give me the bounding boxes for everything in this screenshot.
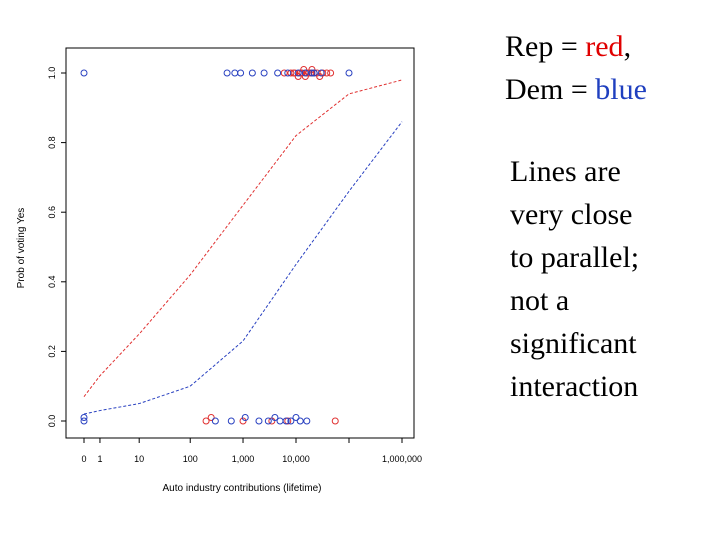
dem-data-point (241, 414, 249, 422)
interaction-comment: Lines are very close to parallel; not a … (510, 150, 639, 408)
rep-data-point (301, 72, 309, 80)
scatter-plot: 0 1 10 100 1,000 10,000 1,000,000 0.0 0.2 0.4 0.6… (16, 47, 422, 494)
dem-data-point (310, 69, 318, 77)
dem-data-point (80, 417, 88, 425)
y-tick-label: 0.8 (47, 136, 57, 149)
dem-data-point (274, 69, 282, 77)
rep-data-point (280, 69, 288, 77)
dem-legend-line: Dem = blue (505, 68, 647, 111)
x-tick-label: 0 (81, 454, 86, 464)
dem-data-point (211, 417, 219, 425)
fitted-curves (83, 79, 403, 415)
dem-fitted-curve (83, 121, 403, 415)
dem-data-point (301, 69, 309, 77)
rep-data-point (327, 69, 335, 77)
y-axis: 0.0 0.2 0.4 0.6 0.8 1.0 (47, 67, 67, 428)
dem-data-point (284, 69, 292, 77)
rep-legend-prefix: Rep = (505, 30, 586, 63)
dem-data-point (276, 417, 284, 425)
comment-line: significant (510, 327, 637, 360)
x-tick-label: 1,000,000 (382, 454, 422, 464)
dem-data-point (80, 414, 88, 422)
rep-data-point (287, 69, 295, 77)
rep-data-point (323, 69, 331, 77)
dem-data-point (292, 414, 300, 422)
dem-data-point (223, 69, 231, 77)
dem-data-point (264, 417, 272, 425)
y-tick-label: 0.0 (47, 415, 57, 428)
rep-data-point (331, 417, 339, 425)
comment-line: Lines are (510, 155, 621, 188)
x-axis: 0 1 10 100 1,000 10,000 1,000,000 (81, 437, 422, 464)
dem-data-point (317, 69, 325, 77)
dem-data-point (271, 414, 279, 422)
dem-legend-color-word: blue (595, 73, 647, 106)
comment-line: to parallel; (510, 241, 640, 274)
x-tick-label: 1,000 (232, 454, 255, 464)
dem-data-point (296, 417, 304, 425)
dem-data-point (282, 417, 290, 425)
rep-data-point (296, 69, 304, 77)
y-axis-label: Prob of voting Yes (16, 208, 27, 289)
plot-frame (65, 47, 415, 439)
rep-data-point (294, 72, 302, 80)
y-tick-label: 0.2 (47, 345, 57, 358)
rep-legend-color-word: red (585, 30, 624, 63)
dem-data-point (80, 69, 88, 77)
rep-legend-suffix: , (623, 30, 632, 63)
comment-line: not a (510, 284, 570, 317)
x-tick-label: 100 (183, 454, 198, 464)
rep-legend-line: Rep = red, (505, 25, 647, 68)
y-tick-label: 1.0 (47, 67, 57, 80)
y-tick-label: 0.4 (47, 276, 57, 289)
dem-data-point (287, 417, 295, 425)
y-tick-label: 0.6 (47, 206, 57, 219)
dem-legend-prefix: Dem = (505, 73, 596, 106)
rep-data-point (202, 417, 210, 425)
dem-data-point (237, 69, 245, 77)
dem-data-point (231, 69, 239, 77)
x-tick-label: 10 (134, 454, 144, 464)
rep-data-point (239, 417, 247, 425)
dem-data-point (248, 69, 256, 77)
dem-data-point (308, 69, 316, 77)
comment-line: very close (510, 198, 633, 231)
x-tick-label: 1 (97, 454, 102, 464)
color-legend-note: Rep = red, Dem = blue (505, 25, 647, 111)
dem-data-point (260, 69, 268, 77)
dem-data-point (345, 69, 353, 77)
dem-data-point (294, 69, 302, 77)
rep-fitted-curve (83, 79, 403, 397)
dem-data-point (255, 417, 263, 425)
rep-data-point (207, 414, 215, 422)
rep-data-point (308, 66, 316, 74)
x-axis-label: Auto industry contributions (lifetime) (163, 483, 322, 494)
dem-data-point (227, 417, 235, 425)
comment-line: interaction (510, 370, 639, 403)
dem-data-point (303, 417, 311, 425)
data-points (80, 66, 353, 425)
x-tick-label: 10,000 (282, 454, 310, 464)
